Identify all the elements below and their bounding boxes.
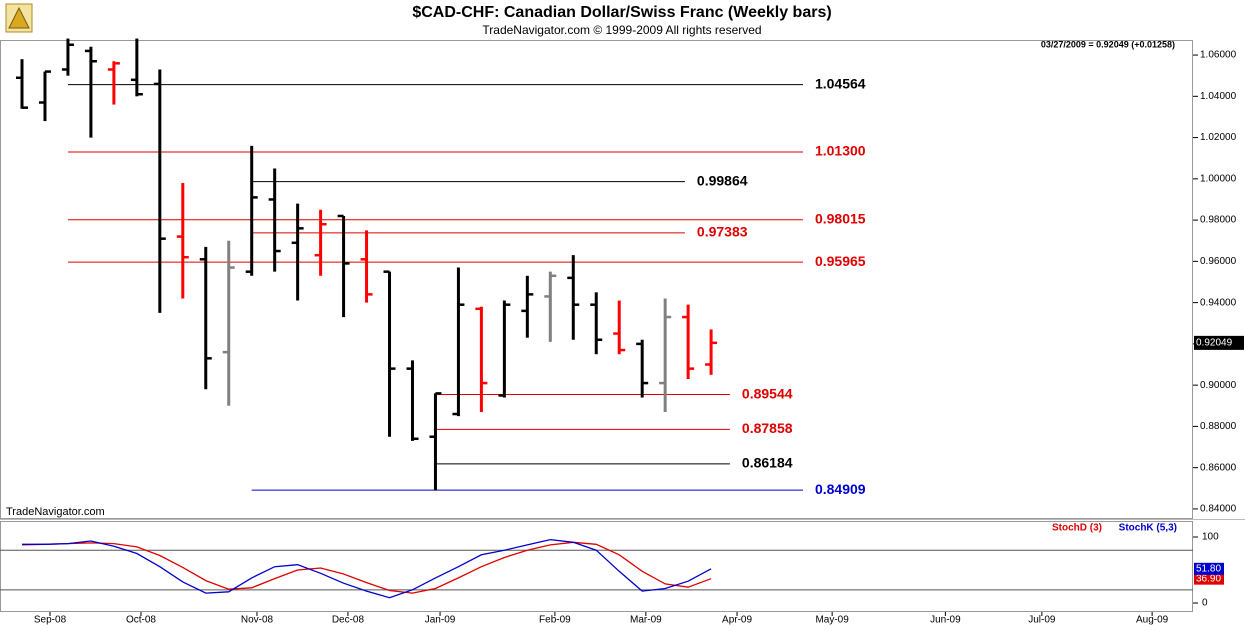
y-tick-label: 1.06000 [1200,50,1237,61]
x-tick-label: Nov-08 [241,615,274,626]
y-tick-label: 0.90000 [1200,380,1237,391]
watermark: TradeNavigator.com [6,506,105,518]
level-label: 0.99864 [697,172,748,188]
stoch-line [22,538,712,599]
y-tick-label: 0.84000 [1200,504,1237,515]
level-label: 1.04564 [815,75,866,91]
level-label: 0.98015 [815,210,866,226]
x-tick-label: Jan-09 [425,615,456,626]
y-tick-label: 0.96000 [1200,256,1237,267]
x-tick-label: Oct-08 [126,615,156,626]
last-value-label: 36.90 [1196,573,1221,584]
level-label: 0.84909 [815,481,866,497]
y-tick-label: 1.00000 [1200,173,1237,184]
y-tick-label: 100 [1202,532,1219,543]
legend-entry: StochD (3) [1052,523,1102,534]
x-tick-label: Jun-09 [930,615,961,626]
y-tick-label: 0.94000 [1200,297,1237,308]
last-price-label: 0.92049 [1196,338,1233,349]
last-value-label: 51.80 [1196,563,1221,574]
last-value-box [1194,562,1224,575]
y-tick-label: 0.88000 [1200,421,1237,432]
y-tick-label: 1.04000 [1200,91,1237,102]
x-tick-label: Mar-09 [630,615,662,626]
y-tick-label: 0.86000 [1200,462,1237,473]
x-tick-label: Dec-08 [332,615,365,626]
stoch-line [21,541,712,594]
level-label: 1.01300 [815,143,866,159]
subtitle: TradeNavigator.com © 1999-2009 All right… [482,23,761,37]
logo [5,3,33,33]
x-tick-label: Feb-09 [539,615,571,626]
title: $CAD-CHF: Canadian Dollar/Swiss Franc (W… [412,4,831,21]
x-tick-label: Apr-09 [722,615,752,626]
quote: 03/27/2009 = 0.92049 (+0.01258) [1041,39,1175,49]
level-label: 0.87858 [742,420,793,436]
y-tick-label: 0.98000 [1200,215,1237,226]
last-price-box [1194,335,1244,350]
x-tick-label: Sep-08 [34,615,67,626]
level-label: 0.89544 [742,385,793,401]
x-tick-label: May-09 [815,615,849,626]
y-tick-label: 1.02000 [1200,132,1237,143]
x-tick-label: Aug-09 [1136,615,1169,626]
level-label: 0.86184 [742,455,793,471]
level-label: 0.95965 [815,253,866,269]
x-tick-label: Jul-09 [1028,615,1056,626]
stoch-frame [0,521,1193,612]
price-frame [0,40,1193,519]
legend-entry: StochK (5,3) [1119,523,1177,534]
last-value-box [1194,572,1224,585]
y-tick-label: 0 [1202,598,1208,609]
level-label: 0.97383 [697,224,748,240]
